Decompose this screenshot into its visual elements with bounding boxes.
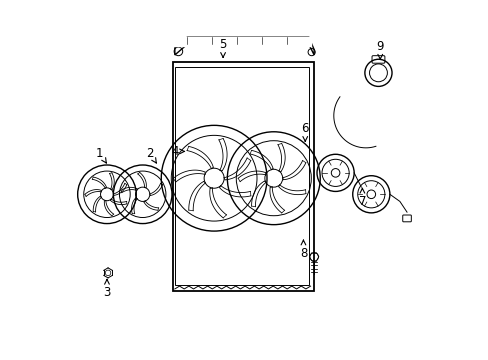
Text: 9: 9 bbox=[376, 40, 383, 59]
Text: 2: 2 bbox=[146, 147, 156, 163]
Text: 6: 6 bbox=[301, 122, 308, 141]
Text: 3: 3 bbox=[103, 279, 110, 299]
Text: 4: 4 bbox=[171, 145, 184, 158]
Text: 5: 5 bbox=[219, 38, 226, 57]
Text: 1: 1 bbox=[96, 147, 106, 163]
Text: 8: 8 bbox=[299, 240, 306, 260]
Text: 7: 7 bbox=[358, 188, 366, 208]
